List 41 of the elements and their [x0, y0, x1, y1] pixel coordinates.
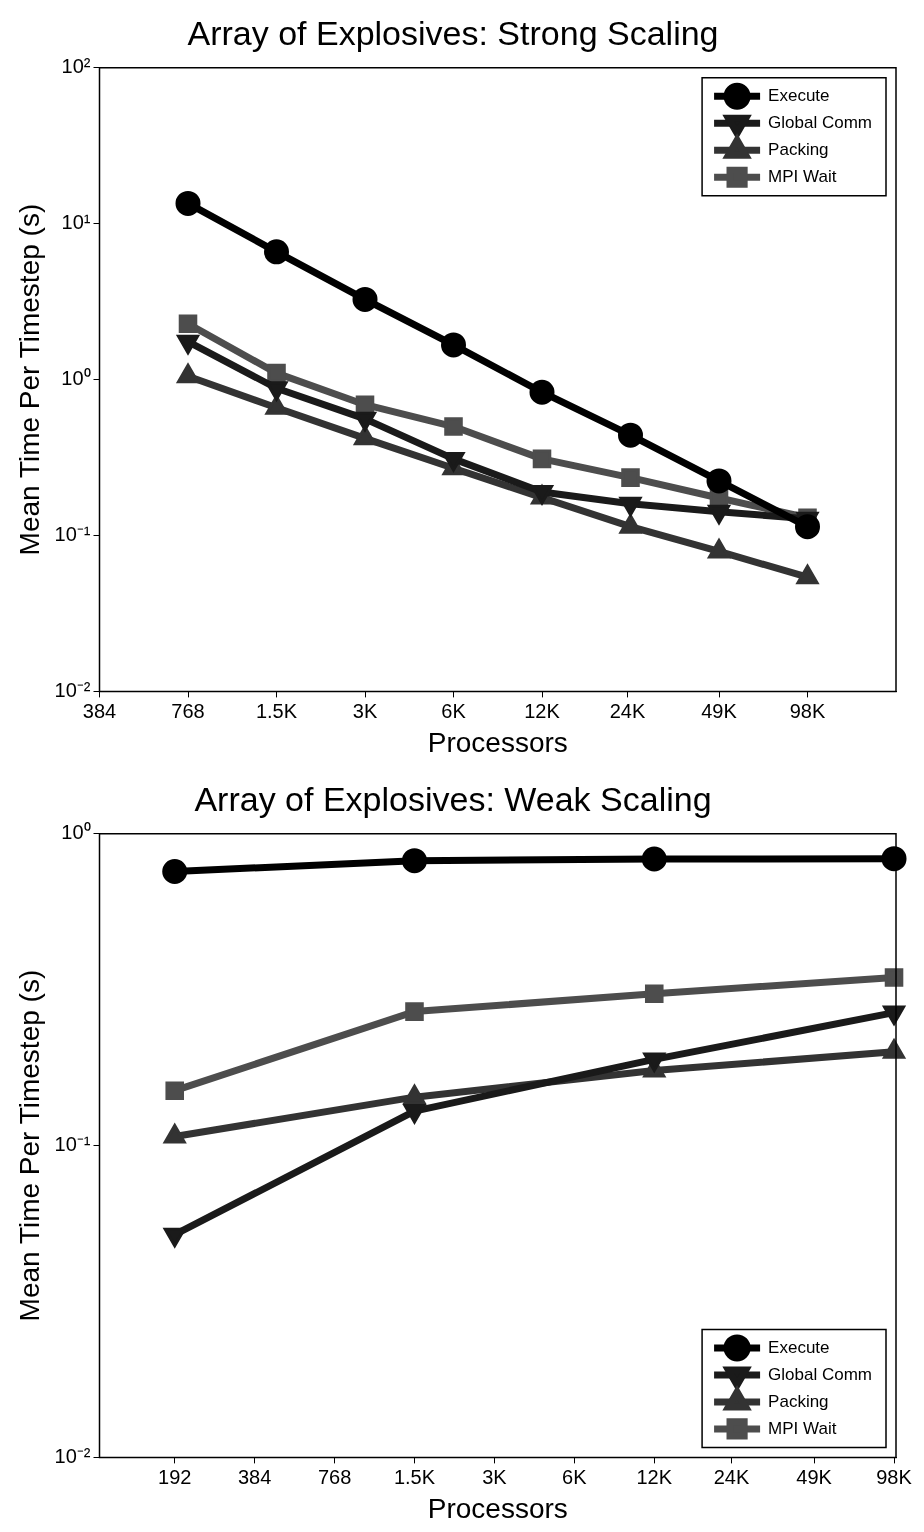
y-tick-label: 10⁻¹ — [54, 1133, 91, 1156]
y-tick-label: 10² — [61, 55, 91, 78]
x-tick-label: 24K — [609, 699, 646, 722]
legend-label: Global Comm — [768, 1364, 872, 1384]
x-tick-label: 49K — [701, 699, 738, 722]
y-tick-label: 10⁰ — [61, 821, 91, 844]
x-tick-label: 49K — [796, 1465, 833, 1488]
x-tick-label: 192 — [158, 1465, 192, 1488]
legend-label: Packing — [768, 1391, 829, 1411]
y-tick-label: 10¹ — [61, 211, 91, 234]
y-tick-label: 10⁻¹ — [54, 523, 91, 546]
x-tick-label: 384 — [237, 1465, 272, 1488]
x-tick-label: 768 — [171, 699, 205, 722]
y-tick-label: 10⁻² — [54, 1444, 91, 1467]
legend-label: Packing — [768, 139, 829, 159]
legend-label: Execute — [768, 85, 830, 105]
x-tick-label: 24K — [713, 1465, 750, 1488]
x-tick-label: 12K — [636, 1465, 673, 1488]
x-tick-label: 3K — [352, 699, 378, 722]
x-tick-label: 3K — [482, 1465, 508, 1488]
x-tick-label: 98K — [876, 1465, 913, 1488]
legend-label: Execute — [768, 1337, 830, 1357]
x-tick-label: 1.5K — [255, 699, 298, 722]
y-axis-title: Mean Time Per Timestep (s) — [13, 969, 45, 1322]
x-tick-label: 12K — [524, 699, 561, 722]
x-tick-label: 384 — [82, 699, 117, 722]
y-tick-label: 10⁻² — [54, 678, 91, 701]
x-axis-title: Processors — [427, 1492, 568, 1524]
x-tick-label: 6K — [562, 1465, 588, 1488]
x-tick-label: 1.5K — [393, 1465, 436, 1488]
y-axis-title: Mean Time Per Timestep (s) — [13, 203, 45, 556]
legend-label: Global Comm — [768, 112, 872, 132]
chart-title: Array of Explosives: Weak Scaling — [194, 779, 712, 818]
legend-label: MPI Wait — [768, 1418, 837, 1438]
x-tick-label: 768 — [317, 1465, 352, 1488]
legend-label: MPI Wait — [768, 166, 837, 186]
chart-title: Array of Explosives: Strong Scaling — [187, 13, 719, 52]
x-tick-label: 6K — [441, 699, 467, 722]
x-axis-title: Processors — [427, 726, 568, 758]
y-tick-label: 10⁰ — [61, 367, 91, 390]
x-tick-label: 98K — [789, 699, 826, 722]
